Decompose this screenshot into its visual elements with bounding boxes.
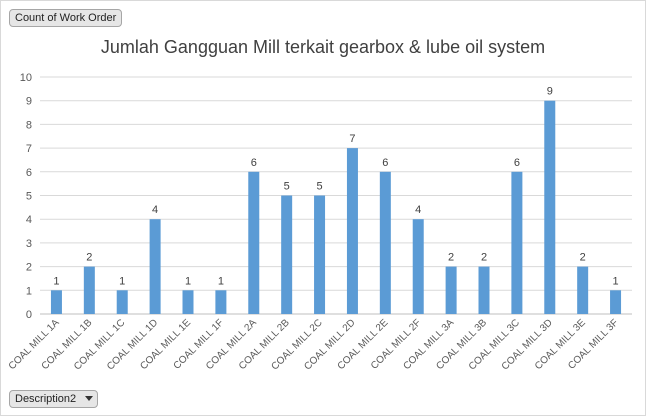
data-label: 1 [119, 275, 125, 287]
bar[interactable] [314, 195, 326, 315]
data-label: 1 [53, 275, 59, 287]
data-label: 2 [448, 252, 454, 264]
data-label: 1 [185, 275, 191, 287]
data-label: 5 [316, 181, 322, 193]
axis-field-label: Description2 [15, 393, 77, 405]
y-tick-label: 10 [20, 72, 32, 84]
bar[interactable] [346, 148, 358, 314]
bar[interactable] [182, 290, 194, 314]
bar[interactable] [478, 266, 490, 314]
data-label: 2 [481, 252, 487, 264]
bar[interactable] [149, 219, 161, 314]
bar[interactable] [281, 195, 293, 315]
bar[interactable] [577, 266, 589, 314]
data-label: 5 [284, 181, 290, 193]
data-label: 4 [152, 204, 158, 216]
y-tick-label: 9 [26, 96, 32, 108]
data-label: 2 [580, 252, 586, 264]
data-label: 7 [349, 133, 355, 145]
data-label: 1 [612, 275, 618, 287]
chart-title: Jumlah Gangguan Mill terkait gearbox & l… [100, 37, 546, 57]
dropdown-arrow-icon[interactable] [85, 395, 94, 401]
data-label: 4 [415, 204, 421, 216]
y-tick-label: 8 [26, 119, 32, 131]
data-label: 9 [547, 86, 553, 98]
bar[interactable] [116, 290, 128, 314]
y-tick-label: 6 [26, 167, 32, 179]
data-label: 6 [382, 157, 388, 169]
bar[interactable] [511, 171, 523, 314]
data-label: 6 [514, 157, 520, 169]
bar[interactable] [412, 219, 424, 314]
bar[interactable] [445, 266, 457, 314]
data-label: 1 [218, 275, 224, 287]
bar[interactable] [544, 100, 556, 314]
y-tick-label: 1 [26, 285, 32, 297]
bar[interactable] [610, 290, 622, 314]
axis-field-button[interactable]: Description2 [9, 390, 99, 408]
bar[interactable] [248, 171, 260, 314]
y-tick-label: 4 [26, 214, 32, 226]
y-tick-label: 7 [26, 143, 32, 155]
data-label: 6 [251, 157, 257, 169]
bar[interactable] [215, 290, 227, 314]
bar[interactable] [379, 171, 391, 314]
values-field-label: Count of Work Order [15, 12, 117, 24]
y-tick-label: 3 [26, 238, 32, 250]
y-tick-label: 0 [26, 309, 32, 321]
bar[interactable] [83, 266, 95, 314]
y-tick-label: 5 [26, 191, 32, 203]
y-tick-label: 2 [26, 262, 32, 274]
bar[interactable] [50, 290, 62, 314]
values-field-button[interactable]: Count of Work Order [9, 9, 123, 27]
data-label: 2 [86, 252, 92, 264]
